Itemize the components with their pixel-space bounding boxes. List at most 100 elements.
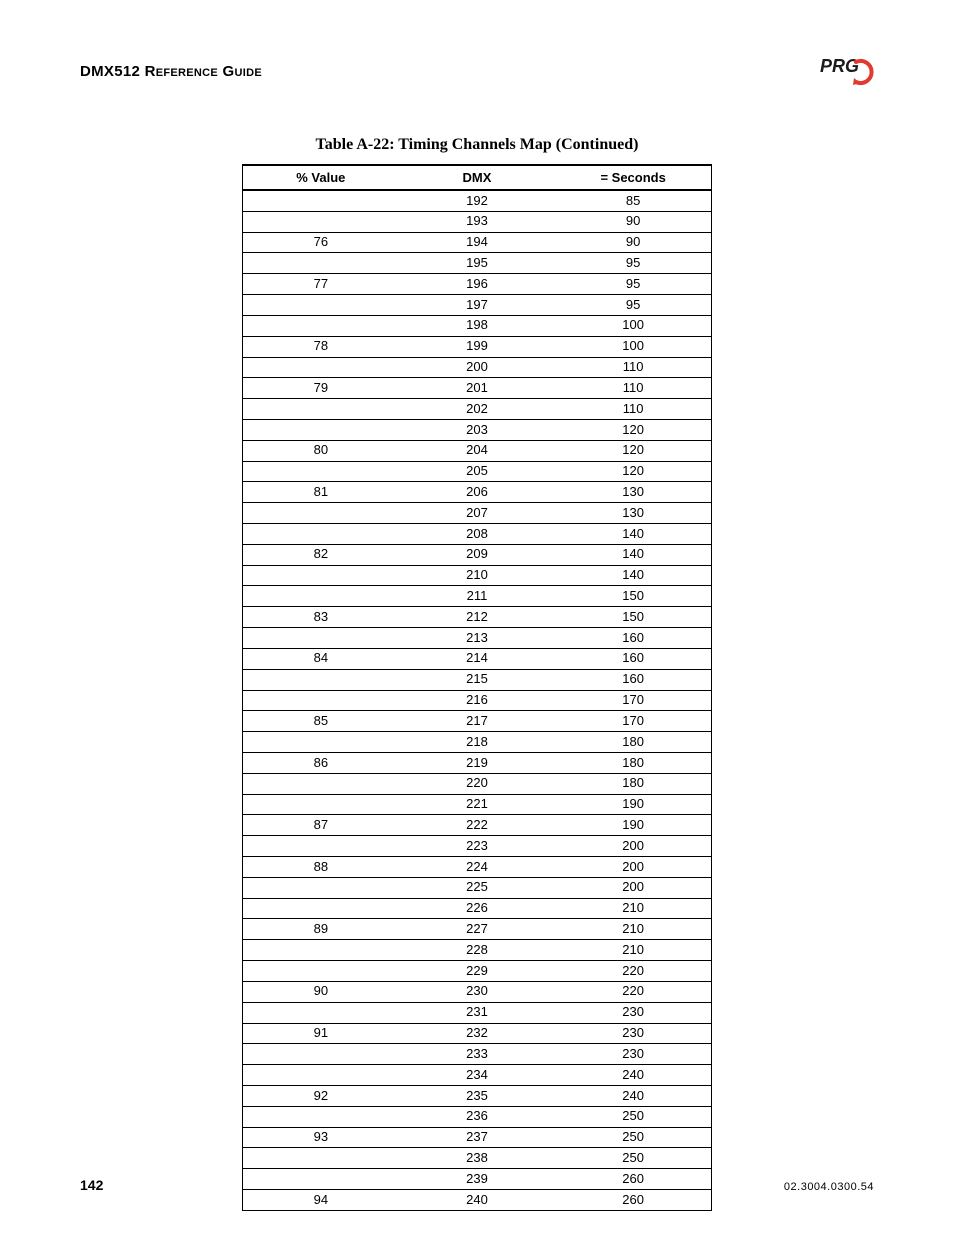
table-cell: 180 — [555, 732, 711, 753]
table-row: 85217170 — [243, 711, 712, 732]
table-cell: 217 — [399, 711, 556, 732]
table-cell: 210 — [399, 565, 556, 586]
table-cell: 130 — [555, 503, 711, 524]
table-cell: 140 — [555, 565, 711, 586]
table-cell: 221 — [399, 794, 556, 815]
table-cell: 210 — [555, 898, 711, 919]
table-cell: 88 — [243, 857, 399, 878]
table-row: 198100 — [243, 315, 712, 336]
table-cell: 81 — [243, 482, 399, 503]
table-cell: 95 — [555, 274, 711, 295]
table-cell: 207 — [399, 503, 556, 524]
table-cell: 226 — [399, 898, 556, 919]
table-cell — [243, 628, 399, 649]
table-cell: 100 — [555, 315, 711, 336]
table-cell: 219 — [399, 752, 556, 773]
table-cell: 210 — [555, 919, 711, 940]
table-cell — [243, 461, 399, 482]
table-cell: 220 — [399, 773, 556, 794]
table-cell: 192 — [399, 190, 556, 211]
table-cell: 215 — [399, 669, 556, 690]
table-caption: Table A-22: Timing Channels Map (Continu… — [80, 136, 874, 154]
table-row: 90230220 — [243, 981, 712, 1002]
table-cell: 84 — [243, 648, 399, 669]
table-cell: 85 — [243, 711, 399, 732]
table-row: 89227210 — [243, 919, 712, 940]
table-cell: 231 — [399, 1002, 556, 1023]
table-row: 221190 — [243, 794, 712, 815]
table-cell: 229 — [399, 961, 556, 982]
table-cell: 240 — [555, 1085, 711, 1106]
table-cell: 250 — [555, 1127, 711, 1148]
table-row: 238250 — [243, 1148, 712, 1169]
table-cell: 79 — [243, 378, 399, 399]
table-cell: 140 — [555, 524, 711, 545]
table-row: 7619490 — [243, 232, 712, 253]
table-cell: 236 — [399, 1106, 556, 1127]
table-cell: 170 — [555, 711, 711, 732]
table-cell: 211 — [399, 586, 556, 607]
table-row: 229220 — [243, 961, 712, 982]
table-cell: 95 — [555, 295, 711, 316]
table-cell: 77 — [243, 274, 399, 295]
table-cell: 130 — [555, 482, 711, 503]
table-cell — [243, 565, 399, 586]
table-row: 220180 — [243, 773, 712, 794]
table-cell: 200 — [555, 857, 711, 878]
table-body: 1928519390761949019595771969519795198100… — [243, 190, 712, 1210]
table-cell: 120 — [555, 440, 711, 461]
table-cell: 180 — [555, 773, 711, 794]
table-cell: 234 — [399, 1065, 556, 1086]
table-cell: 208 — [399, 524, 556, 545]
table-cell — [243, 940, 399, 961]
table-row: 216170 — [243, 690, 712, 711]
table-cell: 197 — [399, 295, 556, 316]
logo-text: PRG — [820, 56, 859, 76]
table-row: 92235240 — [243, 1085, 712, 1106]
table-row: 233230 — [243, 1044, 712, 1065]
table-cell: 83 — [243, 607, 399, 628]
table-cell: 110 — [555, 399, 711, 420]
table-cell: 200 — [555, 836, 711, 857]
table-cell — [243, 773, 399, 794]
table-row: 236250 — [243, 1106, 712, 1127]
table-row: 81206130 — [243, 482, 712, 503]
table-row: 80204120 — [243, 440, 712, 461]
table-row: 19595 — [243, 253, 712, 274]
table-cell: 196 — [399, 274, 556, 295]
table-cell: 205 — [399, 461, 556, 482]
table-cell: 204 — [399, 440, 556, 461]
table-cell: 216 — [399, 690, 556, 711]
timing-channels-table: % Value DMX = Seconds 192851939076194901… — [242, 164, 712, 1211]
table-cell: 93 — [243, 1127, 399, 1148]
table-row: 207130 — [243, 503, 712, 524]
table-cell — [243, 190, 399, 211]
table-cell: 170 — [555, 690, 711, 711]
table-cell: 250 — [555, 1106, 711, 1127]
table-cell: 225 — [399, 877, 556, 898]
table-row: 228210 — [243, 940, 712, 961]
table-cell — [243, 961, 399, 982]
table-cell: 120 — [555, 419, 711, 440]
table-cell: 235 — [399, 1085, 556, 1106]
table-cell — [243, 794, 399, 815]
table-cell: 199 — [399, 336, 556, 357]
table-cell: 222 — [399, 815, 556, 836]
table-cell: 214 — [399, 648, 556, 669]
table-row: 91232230 — [243, 1023, 712, 1044]
table-cell: 150 — [555, 586, 711, 607]
table-cell — [243, 1065, 399, 1086]
table-cell: 190 — [555, 815, 711, 836]
table-cell — [243, 503, 399, 524]
table-cell: 120 — [555, 461, 711, 482]
table-row: 7719695 — [243, 274, 712, 295]
table-cell: 220 — [555, 981, 711, 1002]
table-row: 83212150 — [243, 607, 712, 628]
col-header-percent-value: % Value — [243, 165, 399, 190]
table-cell: 110 — [555, 378, 711, 399]
table-cell: 86 — [243, 752, 399, 773]
table-cell: 223 — [399, 836, 556, 857]
table-row: 203120 — [243, 419, 712, 440]
table-cell: 230 — [555, 1002, 711, 1023]
table-cell: 160 — [555, 628, 711, 649]
